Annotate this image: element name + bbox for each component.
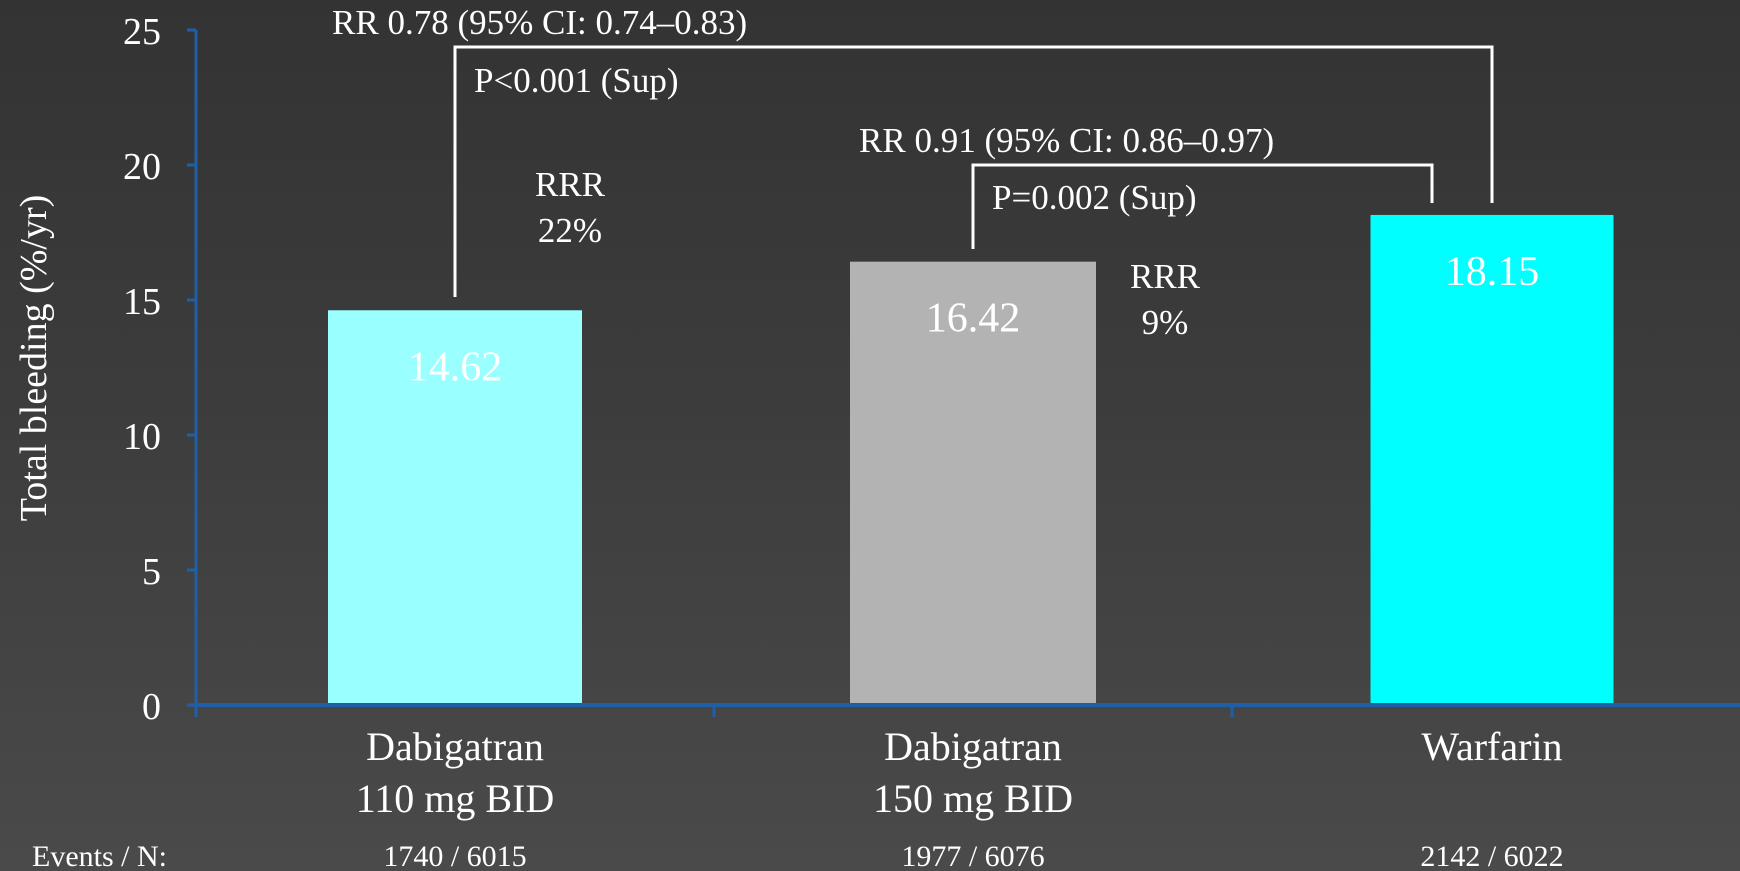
- rrr-label: RRR: [535, 165, 606, 204]
- rrr-value: 22%: [538, 211, 602, 250]
- comparison-bracket: [453, 45, 1494, 297]
- x-tick-label: 150 mg BID: [873, 776, 1073, 821]
- y-tick-label: 10: [123, 416, 161, 458]
- comparison-rr-label: RR 0.91 (95% CI: 0.86–0.97): [859, 121, 1274, 160]
- y-tick-label: 20: [123, 146, 161, 188]
- y-axis-label: Total bleeding (%/yr): [13, 195, 55, 522]
- comparison-rr-label: RR 0.78 (95% CI: 0.74–0.83): [332, 3, 747, 42]
- bar: [850, 261, 1096, 705]
- rrr-label: RRR: [1130, 257, 1201, 296]
- y-tick-label: 0: [142, 686, 161, 728]
- events-value: 1977 / 6076: [901, 840, 1044, 871]
- events-value: 1740 / 6015: [383, 840, 526, 871]
- bar-value-label: 14.62: [408, 344, 503, 390]
- y-tick-label: 15: [123, 281, 161, 323]
- bar: [1370, 214, 1614, 705]
- x-tick-label: Warfarin: [1421, 724, 1562, 769]
- rrr-value: 9%: [1142, 303, 1189, 342]
- y-tick-label: 25: [123, 11, 161, 53]
- comparison-p-label: P<0.001 (Sup): [474, 61, 678, 100]
- events-label: Events / N:: [32, 840, 167, 871]
- bar-value-label: 18.15: [1445, 249, 1540, 295]
- x-tick-label: Dabigatran: [366, 724, 544, 769]
- comparison-bracket: [971, 163, 1434, 249]
- events-value: 2142 / 6022: [1420, 840, 1563, 871]
- x-tick-label: 110 mg BID: [356, 776, 555, 821]
- bar-value-label: 16.42: [926, 296, 1021, 342]
- y-tick-label: 5: [142, 551, 161, 593]
- x-tick-label: Dabigatran: [884, 724, 1062, 769]
- bar: [328, 310, 582, 705]
- comparison-p-label: P=0.002 (Sup): [992, 178, 1196, 217]
